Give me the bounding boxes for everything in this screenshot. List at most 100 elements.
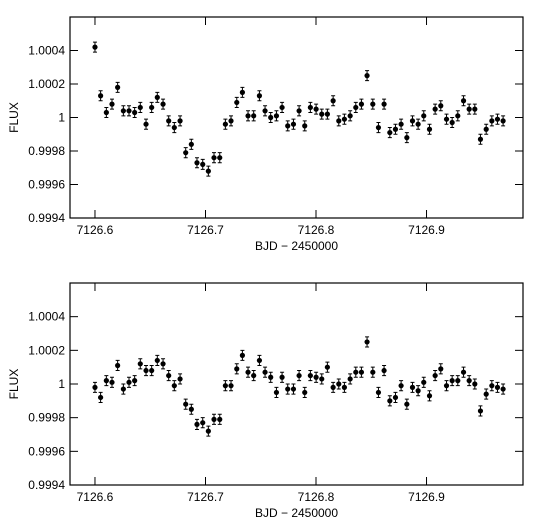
data-point	[392, 394, 399, 401]
x-tick-label: 7126.8	[298, 490, 335, 504]
x-tick-label: 7126.9	[408, 223, 445, 237]
data-point	[217, 155, 223, 161]
data-point	[336, 118, 342, 124]
data-point	[245, 369, 251, 375]
data-point	[132, 109, 138, 116]
data-point	[404, 135, 410, 141]
y-tick-label: 0.9996	[28, 178, 65, 192]
data-point	[188, 141, 194, 147]
data-point	[251, 113, 257, 119]
data-point	[443, 116, 450, 122]
data-point	[268, 114, 274, 121]
data-point	[245, 113, 251, 119]
data-point	[290, 386, 297, 392]
data-point	[149, 104, 155, 111]
data-point	[477, 408, 484, 414]
x-tick-label: 7126.6	[77, 223, 114, 237]
data-point	[268, 374, 274, 380]
y-tick-label: 1.0004	[28, 44, 65, 58]
data-point	[188, 406, 194, 412]
data-point	[432, 106, 438, 112]
plot-frame	[69, 16, 524, 219]
data-point	[460, 98, 467, 104]
data-point	[443, 383, 450, 389]
data-point	[273, 389, 280, 396]
data-point	[364, 339, 370, 345]
y-tick-label: 0.9994	[28, 478, 65, 492]
data-point	[307, 372, 313, 379]
data-point	[324, 364, 330, 370]
data-point	[398, 121, 404, 127]
data-point	[239, 352, 246, 358]
data-point	[115, 84, 121, 90]
data-point	[353, 369, 359, 375]
y-axis-label: FLUX	[7, 369, 21, 400]
data-point	[171, 124, 177, 131]
data-point	[251, 372, 257, 379]
data-point	[171, 383, 177, 389]
data-point	[313, 374, 319, 380]
data-point	[126, 108, 132, 114]
data-point	[302, 123, 308, 129]
data-point	[449, 119, 455, 126]
data-point	[421, 113, 427, 119]
data-point	[426, 126, 433, 132]
data-point	[296, 372, 302, 379]
data-point	[313, 106, 319, 112]
data-point	[336, 381, 342, 387]
data-point	[279, 374, 285, 380]
data-point	[472, 106, 478, 112]
data-point	[358, 101, 365, 107]
data-point	[341, 116, 348, 122]
data-point	[319, 111, 325, 117]
data-point	[98, 93, 104, 99]
data-point	[449, 378, 455, 384]
y-tick-label: 1	[58, 377, 65, 391]
y-tick-label: 0.9998	[28, 144, 65, 158]
data-point	[421, 379, 427, 385]
data-point	[392, 126, 399, 132]
data-point	[370, 101, 376, 107]
data-point	[455, 378, 461, 384]
data-point	[222, 383, 228, 389]
data-point	[375, 389, 382, 396]
y-tick-label: 1.0002	[28, 343, 65, 357]
data-point	[177, 376, 183, 382]
data-point	[409, 118, 416, 124]
data-point	[273, 113, 280, 119]
data-point	[92, 44, 98, 50]
plot-frame	[69, 282, 524, 486]
y-tick-label: 0.9994	[28, 211, 65, 225]
y-tick-label: 1.0002	[28, 77, 65, 91]
data-point	[432, 372, 438, 379]
panel: 0.9994 0.9996 0.9998 1 1.0002 1.0004 7126.6 712…	[7, 282, 524, 520]
data-point	[222, 121, 228, 127]
data-point	[154, 94, 160, 100]
data-point	[262, 369, 268, 375]
y-tick-label: 0.9998	[28, 411, 65, 425]
data-point	[177, 118, 183, 124]
x-tick-label: 7126.6	[77, 490, 114, 504]
data-point	[466, 106, 472, 112]
data-point	[166, 372, 172, 379]
y-tick-label: 1	[58, 111, 65, 125]
data-point	[211, 155, 217, 161]
y-tick-label: 0.9996	[28, 444, 65, 458]
data-point	[120, 108, 126, 114]
data-point	[330, 98, 336, 104]
data-point	[483, 126, 489, 132]
x-axis-label: BJD − 2450000	[255, 506, 338, 520]
data-point	[234, 99, 240, 106]
data-point	[494, 384, 501, 390]
data-point	[98, 394, 104, 401]
data-point	[92, 384, 98, 390]
data-point	[466, 378, 472, 384]
data-point	[103, 109, 109, 116]
data-point	[279, 104, 285, 111]
data-point	[103, 378, 109, 384]
data-point	[137, 361, 143, 367]
data-point	[115, 362, 121, 369]
data-point	[137, 104, 143, 111]
data-point	[472, 381, 478, 387]
